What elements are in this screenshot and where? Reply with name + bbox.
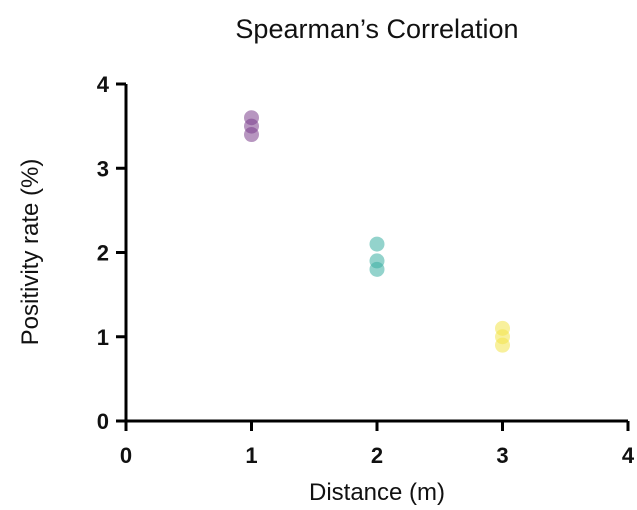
data-point bbox=[369, 236, 385, 252]
x-tick-label: 4 bbox=[622, 443, 635, 468]
data-point bbox=[369, 261, 385, 277]
y-axis-label: Positivity rate (%) bbox=[17, 159, 44, 346]
data-point bbox=[244, 127, 259, 143]
data-points bbox=[244, 110, 510, 353]
chart-title: Spearman’s Correlation bbox=[235, 14, 518, 44]
y-tick-label: 2 bbox=[97, 241, 109, 266]
y-tick-label: 3 bbox=[97, 156, 109, 181]
y-ticks: 0 1 2 3 4 bbox=[97, 72, 126, 434]
x-tick-label: 2 bbox=[371, 443, 383, 468]
y-tick-label: 4 bbox=[97, 72, 110, 97]
axes bbox=[124, 84, 628, 423]
x-tick-label: 0 bbox=[120, 443, 132, 468]
x-tick-label: 3 bbox=[496, 443, 508, 468]
x-tick-label: 1 bbox=[245, 443, 257, 468]
x-ticks: 0 1 2 3 4 bbox=[120, 421, 635, 468]
y-tick-label: 1 bbox=[97, 325, 109, 350]
x-axis-label: Distance (m) bbox=[309, 479, 445, 506]
data-point bbox=[495, 337, 510, 353]
y-tick-label: 0 bbox=[97, 409, 109, 434]
